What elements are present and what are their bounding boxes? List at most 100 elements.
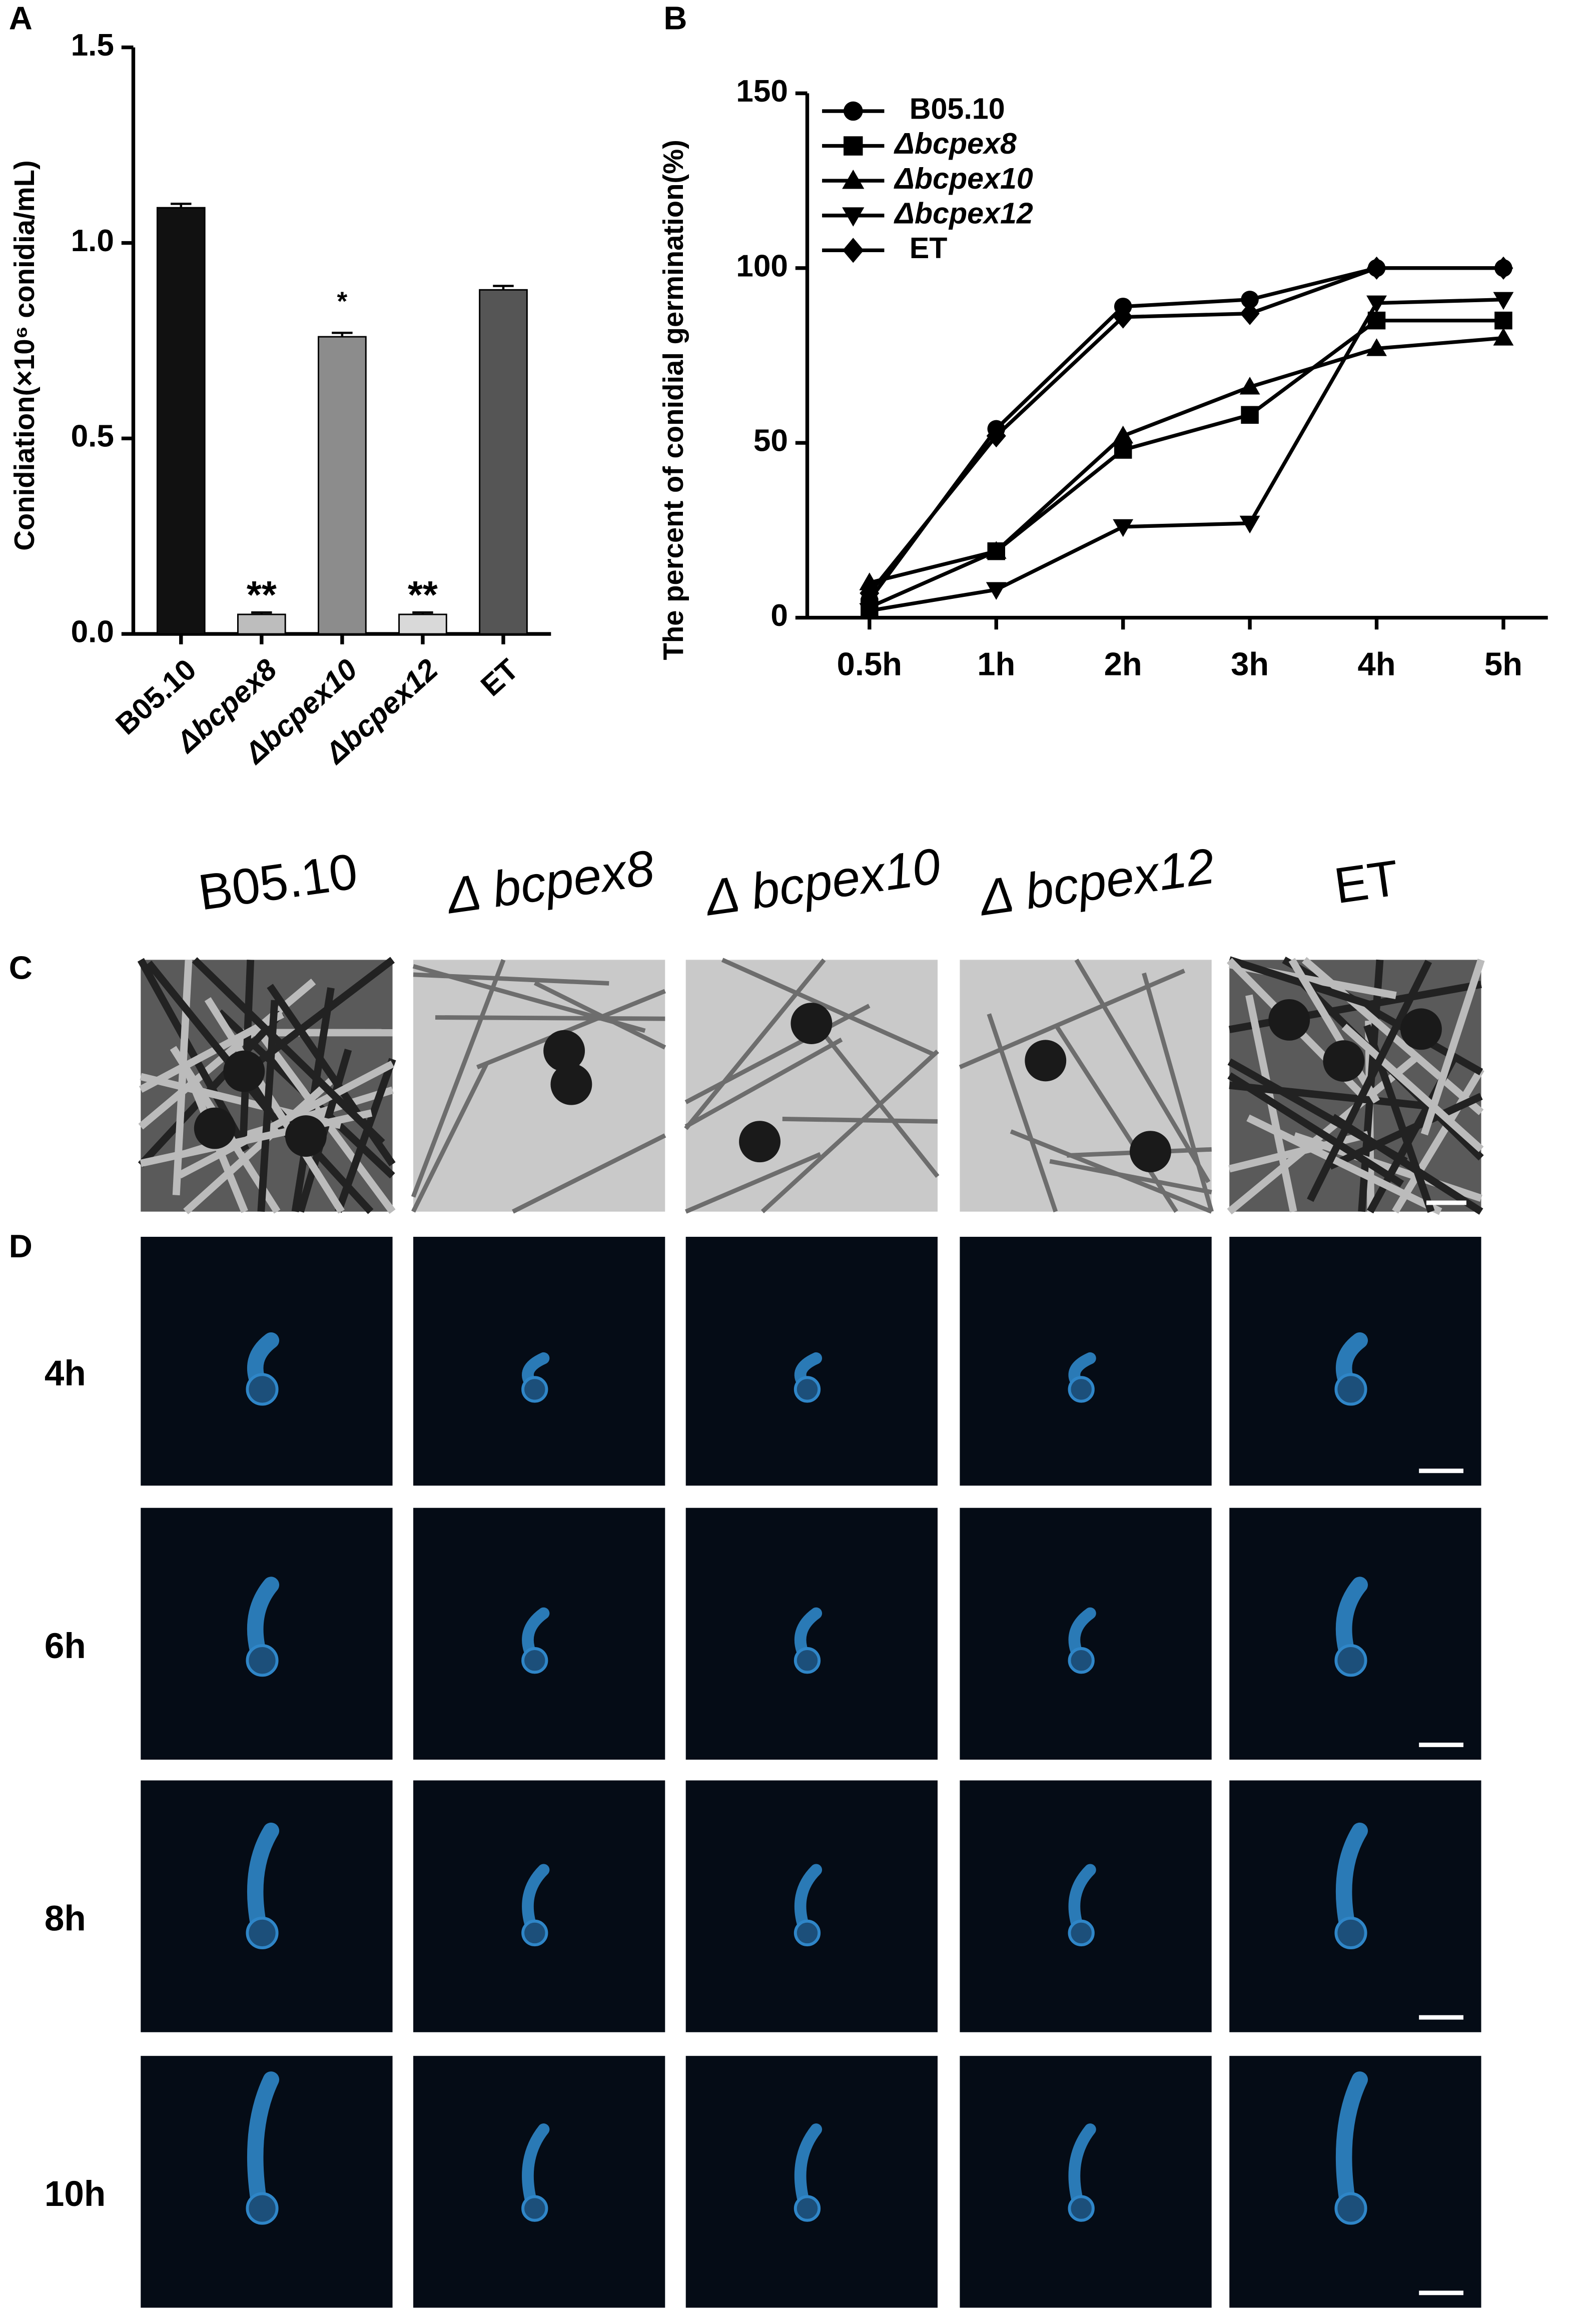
- column-header: B05.10: [195, 843, 361, 921]
- point: [1113, 305, 1133, 329]
- micrograph: [685, 1780, 938, 2032]
- conidiophore: [739, 1121, 780, 1163]
- y-tick-label: 150: [736, 74, 788, 109]
- conidiophore: [791, 1003, 833, 1044]
- conidium: [1334, 2192, 1367, 2225]
- point: [1494, 311, 1512, 330]
- hypha: [1054, 1024, 1178, 1213]
- legend-marker: [843, 238, 864, 263]
- bar: [318, 336, 367, 635]
- point: [1366, 256, 1387, 280]
- column-header: Δ bcpex8: [442, 840, 657, 925]
- micrograph: [960, 1780, 1212, 2032]
- hypha: [721, 958, 935, 1057]
- hypha: [684, 1037, 843, 1129]
- legend-marker: [844, 136, 863, 156]
- point: [1366, 338, 1387, 356]
- hypha: [411, 1063, 489, 1213]
- hypha: [1307, 960, 1432, 1202]
- germ-tube: [1335, 2071, 1368, 2212]
- micrograph: [141, 1507, 393, 1760]
- hypha: [1074, 959, 1211, 1183]
- y-axis-label: The percent of conidial germination(%): [657, 140, 689, 660]
- hypha: [140, 1109, 373, 1167]
- conidium: [521, 1919, 548, 1947]
- micrograph: [413, 960, 665, 1212]
- point: [859, 603, 880, 621]
- hypha: [1341, 1024, 1484, 1152]
- point: [1241, 290, 1259, 309]
- error-bar: [171, 203, 192, 208]
- point: [986, 424, 1006, 448]
- bar: [237, 613, 286, 635]
- micrograph: [413, 1780, 665, 2032]
- conidium: [521, 1647, 548, 1674]
- hypha: [1228, 1131, 1369, 1173]
- legend-marker: [842, 207, 865, 227]
- point: [860, 581, 880, 605]
- micrograph: [960, 2056, 1212, 2308]
- conidium: [1068, 1647, 1095, 1674]
- micrograph: [960, 1507, 1212, 1760]
- point: [1113, 519, 1134, 537]
- conidiophore: [1323, 1040, 1365, 1082]
- column-header: ET: [1331, 850, 1402, 915]
- point: [1239, 515, 1260, 534]
- row-label: 4h: [45, 1354, 86, 1393]
- error-bar: [251, 611, 272, 615]
- bar: [398, 613, 447, 635]
- micrograph: [685, 1507, 938, 1760]
- hypha: [1288, 958, 1380, 1104]
- conidium: [794, 1376, 821, 1403]
- point: [1493, 328, 1514, 346]
- panel-label: C: [9, 949, 33, 986]
- y-axis-label: Conidiation(×10⁶ conidia/mL): [9, 160, 40, 550]
- conidium: [794, 1919, 821, 1947]
- significance-label: *: [337, 287, 348, 316]
- micrograph: [1229, 1507, 1481, 1760]
- panel-label: A: [9, 0, 33, 37]
- series-line: [869, 336, 1504, 585]
- x-tick-label: 5h: [1484, 645, 1522, 682]
- conidium: [1068, 1376, 1095, 1403]
- hypha: [1049, 1159, 1212, 1195]
- hypha: [1227, 1058, 1408, 1165]
- conidium: [521, 1376, 548, 1403]
- conidiophore: [285, 1115, 327, 1157]
- row-label: 8h: [45, 1899, 86, 1939]
- hypha: [817, 1026, 940, 1178]
- legend-label: ET: [910, 231, 948, 265]
- conidiophore: [1025, 1040, 1067, 1082]
- conidium: [246, 2192, 279, 2225]
- point: [1113, 425, 1134, 444]
- conidiophore: [223, 1050, 265, 1092]
- hypha: [684, 1004, 871, 1104]
- hypha: [411, 959, 506, 1198]
- hypha: [512, 1133, 666, 1214]
- conidium: [521, 2195, 548, 2222]
- row-label: 6h: [45, 1627, 86, 1666]
- conidiophore: [194, 1107, 236, 1149]
- legend-label: Δbcpex8: [894, 127, 1017, 160]
- hypha: [476, 989, 666, 1070]
- conidiophore: [1268, 999, 1310, 1041]
- conidium: [246, 1916, 279, 1949]
- hypha: [192, 957, 385, 1146]
- legend-marker: [844, 101, 863, 121]
- series-line: [868, 266, 1503, 594]
- error-bar: [493, 285, 514, 290]
- legend-marker: [842, 170, 865, 189]
- point: [1367, 311, 1386, 330]
- x-tick-label: 3h: [1231, 645, 1269, 682]
- hypha: [413, 972, 609, 986]
- point: [1240, 302, 1260, 325]
- conidium: [794, 2195, 821, 2222]
- conidiophore: [1400, 1008, 1442, 1050]
- series-line: [869, 298, 1504, 613]
- legend-label: Δbcpex12: [894, 196, 1033, 230]
- conidium: [1334, 1916, 1367, 1949]
- significance-label: **: [408, 573, 438, 616]
- panel-label: D: [9, 1228, 33, 1264]
